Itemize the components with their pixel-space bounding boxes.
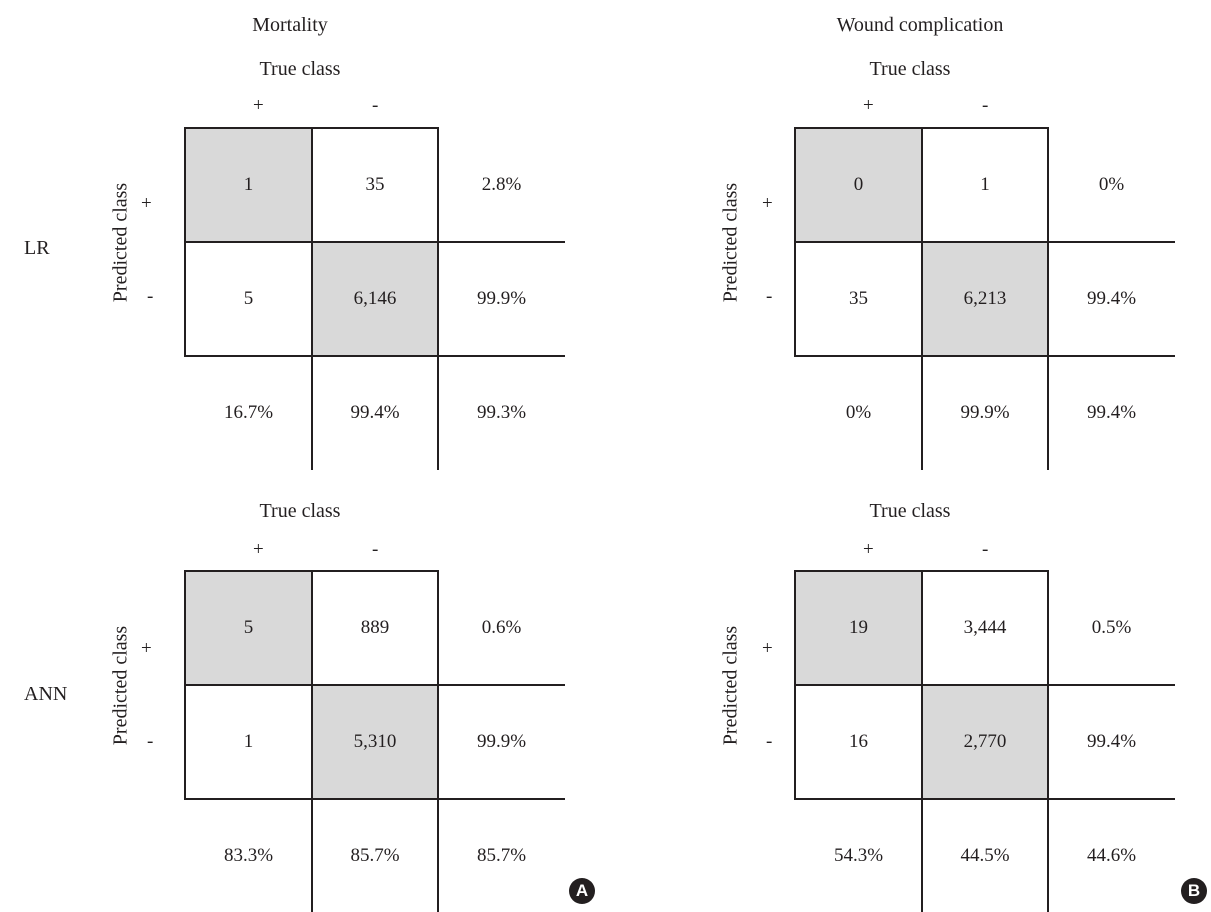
predicted-class-label: Predicted class (719, 625, 742, 746)
specificity-cell: 85.7% (350, 844, 400, 866)
accuracy-cell: 44.6% (1086, 844, 1137, 866)
true-negative-cell: 6,213 (922, 242, 1048, 356)
sensitivity-cell: 0% (845, 402, 872, 423)
false-positive-cell: 3,444 (963, 617, 1007, 638)
false-negative-cell: 35 (849, 288, 868, 309)
true-negative-cell: 5,310 (312, 685, 438, 799)
true-positive-cell: 0 (795, 128, 922, 242)
precision-cell: 2.8% (481, 174, 522, 195)
predicted-plus: + (141, 193, 152, 214)
true-class-minus: - (982, 95, 989, 116)
wound-complication-title: Wound complication (836, 14, 1004, 36)
grid-line (185, 355, 565, 357)
predicted-class-label: Predicted class (109, 182, 132, 303)
predicted-class-label: Predicted class (719, 182, 742, 303)
sensitivity-cell: 54.3% (833, 844, 884, 866)
grid-line (437, 570, 439, 912)
true-class-minus: - (982, 539, 989, 560)
grid-line (794, 570, 796, 800)
npv-cell: 99.4% (1086, 288, 1137, 309)
true-class-plus: + (253, 539, 264, 560)
grid-line (184, 570, 186, 800)
grid-line (921, 570, 923, 912)
grid-line (1047, 570, 1049, 912)
sensitivity-cell: 16.7% (223, 402, 274, 423)
true-class-label: True class (869, 58, 951, 80)
precision-cell: 0.5% (1091, 617, 1132, 638)
grid-line (311, 127, 313, 470)
predicted-plus: + (141, 638, 152, 659)
grid-line (184, 127, 186, 357)
predicted-class-label: Predicted class (109, 625, 132, 746)
grid-line (795, 684, 1175, 686)
row-label-ann: ANN (24, 683, 68, 705)
grid-line (794, 127, 796, 357)
false-positive-cell: 889 (360, 617, 390, 638)
grid-line (437, 127, 439, 470)
true-class-label: True class (259, 58, 341, 80)
true-class-minus: - (372, 539, 379, 560)
predicted-plus: + (762, 193, 773, 214)
predicted-minus: - (766, 286, 773, 307)
npv-cell: 99.9% (476, 288, 527, 309)
accuracy-cell: 99.4% (1086, 402, 1137, 423)
npv-cell: 99.9% (476, 731, 527, 752)
specificity-cell: 44.5% (960, 844, 1010, 866)
grid-line (311, 570, 313, 912)
true-class-minus: - (372, 95, 379, 116)
precision-cell: 0.6% (481, 617, 522, 638)
mortality-title: Mortality (252, 14, 328, 36)
predicted-minus: - (147, 286, 154, 307)
true-positive-cell: 5 (185, 571, 312, 685)
true-positive-cell: 19 (795, 571, 922, 685)
accuracy-cell: 99.3% (476, 402, 527, 423)
true-class-label: True class (259, 500, 341, 522)
true-negative-cell: 2,770 (922, 685, 1048, 799)
true-class-label: True class (869, 500, 951, 522)
true-class-plus: + (253, 95, 264, 116)
sensitivity-cell: 83.3% (223, 844, 274, 866)
false-negative-cell: 16 (849, 731, 868, 752)
grid-line (795, 241, 1175, 243)
grid-line (185, 684, 565, 686)
false-negative-cell: 1 (243, 731, 254, 752)
predicted-minus: - (766, 731, 773, 752)
true-positive-cell: 1 (185, 128, 312, 242)
panel-label-b: B (1181, 878, 1207, 904)
accuracy-cell: 85.7% (476, 844, 527, 866)
grid-line (795, 355, 1175, 357)
false-positive-cell: 35 (365, 174, 385, 195)
true-class-plus: + (863, 539, 874, 560)
predicted-minus: - (147, 731, 154, 752)
panel-label-a: A (569, 878, 595, 904)
true-negative-cell: 6,146 (312, 242, 438, 356)
precision-cell: 0% (1098, 174, 1125, 195)
grid-line (185, 241, 565, 243)
row-label-lr: LR (24, 237, 50, 259)
grid-line (921, 127, 923, 470)
predicted-plus: + (762, 638, 773, 659)
specificity-cell: 99.4% (350, 402, 400, 423)
grid-line (795, 798, 1175, 800)
specificity-cell: 99.9% (960, 402, 1010, 423)
grid-line (1047, 127, 1049, 470)
false-negative-cell: 5 (243, 288, 254, 309)
grid-line (185, 798, 565, 800)
false-positive-cell: 1 (980, 174, 990, 195)
true-class-plus: + (863, 95, 874, 116)
npv-cell: 99.4% (1086, 731, 1137, 752)
